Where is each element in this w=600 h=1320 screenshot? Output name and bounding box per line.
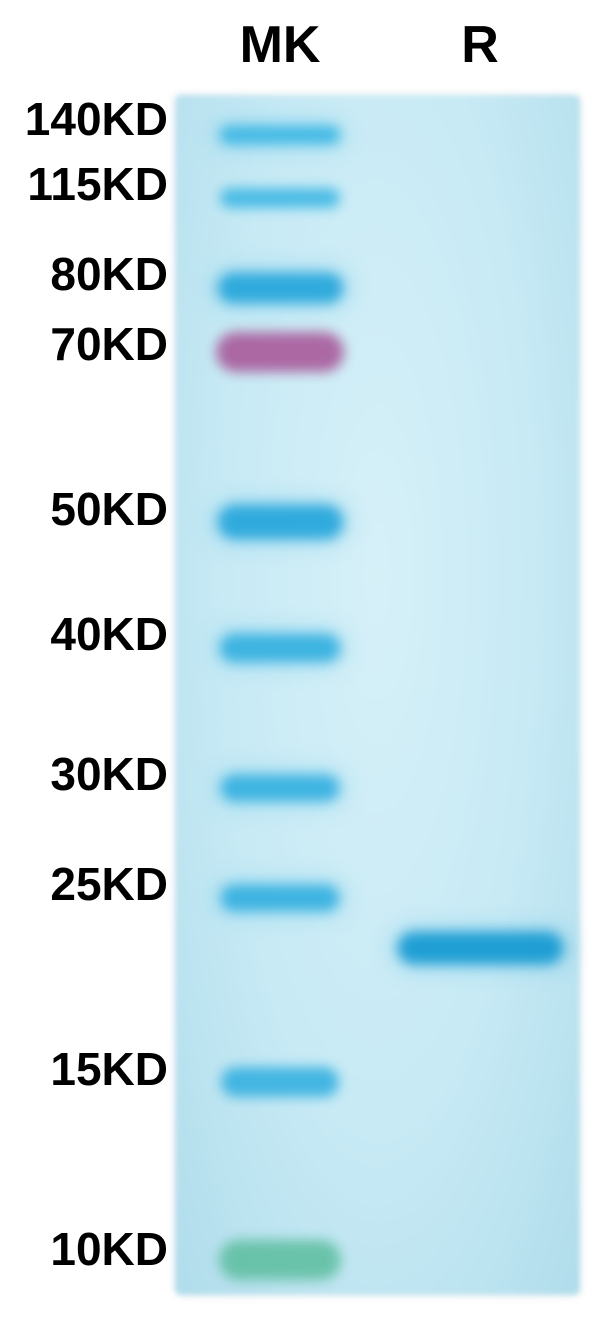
mw-label-25kd: 25KD bbox=[50, 857, 168, 911]
marker-band-4 bbox=[218, 505, 343, 539]
marker-band-7 bbox=[221, 885, 339, 911]
mw-label-15kd: 15KD bbox=[50, 1042, 168, 1096]
marker-band-3 bbox=[216, 332, 344, 372]
marker-band-9 bbox=[219, 1240, 341, 1280]
mw-label-10kd: 10KD bbox=[50, 1222, 168, 1276]
marker-band-5 bbox=[220, 634, 340, 662]
gel-image-container: MK R 140KD 115KD 80KD 70KD 50KD 40KD 30KD 25KD 1… bbox=[0, 0, 600, 1320]
marker-band-1 bbox=[220, 188, 340, 208]
lane-label-marker: MK bbox=[220, 15, 340, 75]
lane-label-sample: R bbox=[440, 15, 520, 75]
mw-label-30kd: 30KD bbox=[50, 747, 168, 801]
marker-band-2 bbox=[218, 273, 343, 303]
mw-label-115kd: 115KD bbox=[27, 157, 168, 211]
sample-band-0 bbox=[398, 932, 563, 964]
marker-band-0 bbox=[220, 126, 340, 144]
mw-label-50kd: 50KD bbox=[50, 482, 168, 536]
marker-band-6 bbox=[221, 775, 339, 801]
mw-label-70kd: 70KD bbox=[50, 317, 168, 371]
mw-label-140kd: 140KD bbox=[25, 92, 168, 146]
mw-label-80kd: 80KD bbox=[50, 247, 168, 301]
marker-band-8 bbox=[221, 1067, 339, 1097]
mw-label-40kd: 40KD bbox=[50, 607, 168, 661]
